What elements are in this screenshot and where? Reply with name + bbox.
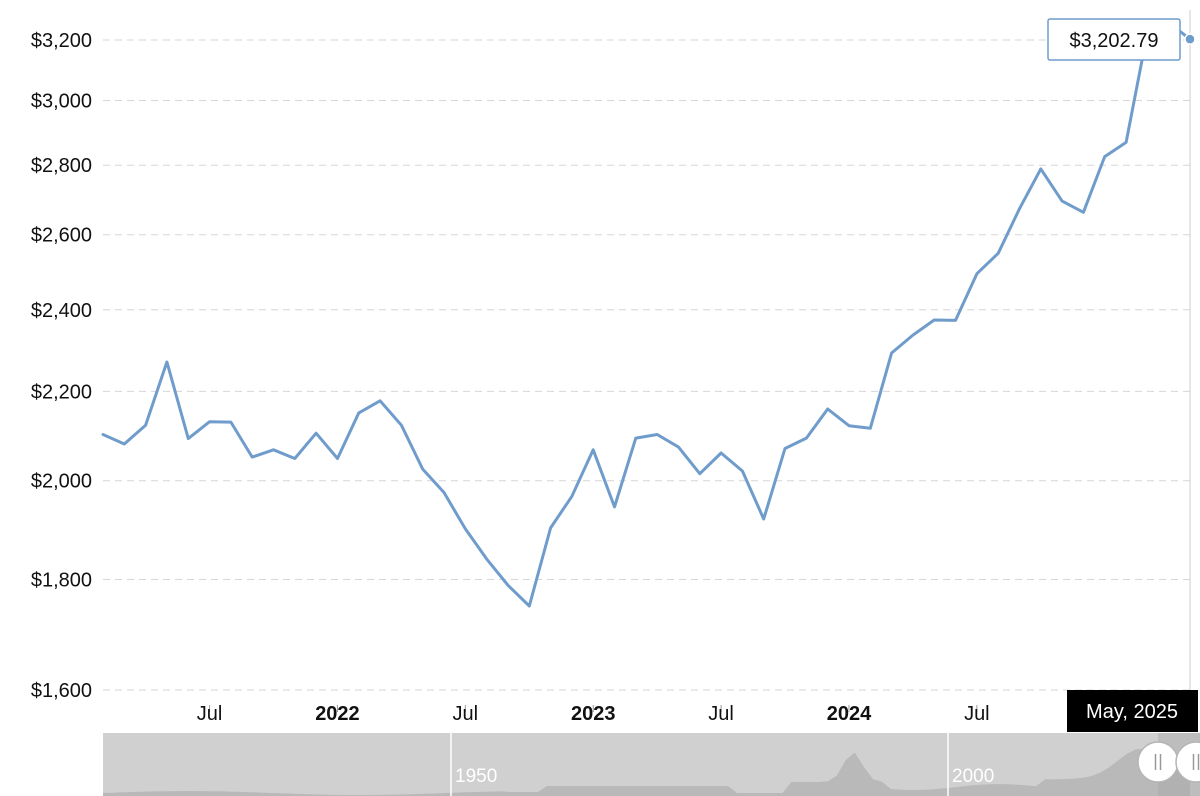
date-label: May, 2025 xyxy=(1086,701,1178,723)
navigator-label: 2000 xyxy=(952,766,994,787)
data-point[interactable] xyxy=(1081,210,1086,215)
data-point[interactable] xyxy=(420,467,425,472)
data-point[interactable] xyxy=(1102,154,1107,159)
data-point[interactable] xyxy=(548,525,553,530)
active-point-marker xyxy=(1184,33,1196,45)
navigator-left-handle[interactable] xyxy=(1137,741,1179,783)
data-point[interactable] xyxy=(1017,206,1022,211)
data-point[interactable] xyxy=(271,447,276,452)
y-axis-ticks: $1,600 $1,800 $2,000 $2,200 $2,400 $2,600 $2,8… xyxy=(31,30,92,702)
date-label-box xyxy=(1067,690,1198,732)
y-tick-label: $3,200 xyxy=(31,30,92,52)
data-point[interactable] xyxy=(655,432,660,437)
data-point[interactable] xyxy=(633,436,638,441)
y-tick-label: $2,400 xyxy=(31,300,92,322)
data-point[interactable] xyxy=(719,451,724,456)
data-point[interactable] xyxy=(697,471,702,476)
data-point[interactable] xyxy=(356,410,361,415)
data-point[interactable] xyxy=(910,333,915,338)
x-tick-label: Jul xyxy=(964,703,990,725)
data-point[interactable] xyxy=(399,423,404,428)
data-point[interactable] xyxy=(1124,140,1129,145)
y-tick-label: $2,000 xyxy=(31,471,92,493)
data-point[interactable] xyxy=(676,445,681,450)
navigator[interactable]: 1950 2000 xyxy=(103,733,1200,796)
data-point[interactable] xyxy=(846,423,851,428)
navigator-right-handle[interactable] xyxy=(1175,741,1200,783)
x-tick-label: 2024 xyxy=(827,703,872,725)
x-tick-label: Jul xyxy=(453,703,479,725)
y-tick-label: $2,800 xyxy=(31,155,92,177)
x-tick-label: 2022 xyxy=(315,703,360,725)
x-tick-label: Jul xyxy=(197,703,223,725)
data-point[interactable] xyxy=(207,419,212,424)
data-point[interactable] xyxy=(250,455,255,460)
data-point[interactable] xyxy=(740,468,745,473)
data-point[interactable] xyxy=(143,423,148,428)
y-tick-label: $3,000 xyxy=(31,91,92,113)
data-point[interactable] xyxy=(463,526,468,531)
data-point[interactable] xyxy=(505,583,510,588)
data-point[interactable] xyxy=(804,436,809,441)
y-tick-label: $1,600 xyxy=(31,680,92,702)
data-point[interactable] xyxy=(1060,199,1065,204)
data-point[interactable] xyxy=(783,446,788,451)
tooltip-box xyxy=(1047,18,1181,61)
data-point[interactable] xyxy=(122,441,127,446)
data-point[interactable] xyxy=(761,517,766,522)
y-tick-label: $1,800 xyxy=(31,570,92,592)
tooltip: $3,202.79 May, 2025 xyxy=(1047,18,1198,732)
data-point[interactable] xyxy=(314,431,319,436)
data-point[interactable] xyxy=(889,350,894,355)
navigator-label: 1950 xyxy=(455,766,497,787)
navigator-history-silhouette xyxy=(103,748,1190,796)
data-point[interactable] xyxy=(442,490,447,495)
data-point[interactable] xyxy=(932,317,937,322)
y-tick-label: $2,200 xyxy=(31,381,92,403)
data-point[interactable] xyxy=(953,318,958,323)
data-point[interactable] xyxy=(996,251,1001,256)
data-point[interactable] xyxy=(1038,166,1043,171)
data-point[interactable] xyxy=(569,494,574,499)
data-point[interactable] xyxy=(612,504,617,509)
data-point[interactable] xyxy=(228,420,233,425)
tooltip-value: $3,202.79 xyxy=(1070,30,1159,52)
data-point[interactable] xyxy=(527,603,532,608)
y-tick-label: $2,600 xyxy=(31,225,92,247)
x-axis-ticks: Jul 2022 Jul 2023 Jul 2024 Jul xyxy=(197,703,990,725)
x-tick-label: Jul xyxy=(708,703,734,725)
price-series-line[interactable] xyxy=(101,21,1192,608)
data-point[interactable] xyxy=(101,432,106,437)
data-point[interactable] xyxy=(164,359,169,364)
series-area[interactable] xyxy=(101,20,1196,608)
data-point[interactable] xyxy=(484,556,489,561)
data-point[interactable] xyxy=(868,426,873,431)
data-point[interactable] xyxy=(378,398,383,403)
data-point[interactable] xyxy=(335,456,340,461)
data-point[interactable] xyxy=(292,456,297,461)
data-point[interactable] xyxy=(186,436,191,441)
data-point[interactable] xyxy=(591,447,596,452)
data-point[interactable] xyxy=(974,271,979,276)
data-point[interactable] xyxy=(825,407,830,412)
x-tick-label: 2023 xyxy=(571,703,616,725)
gridlines xyxy=(103,10,1191,720)
